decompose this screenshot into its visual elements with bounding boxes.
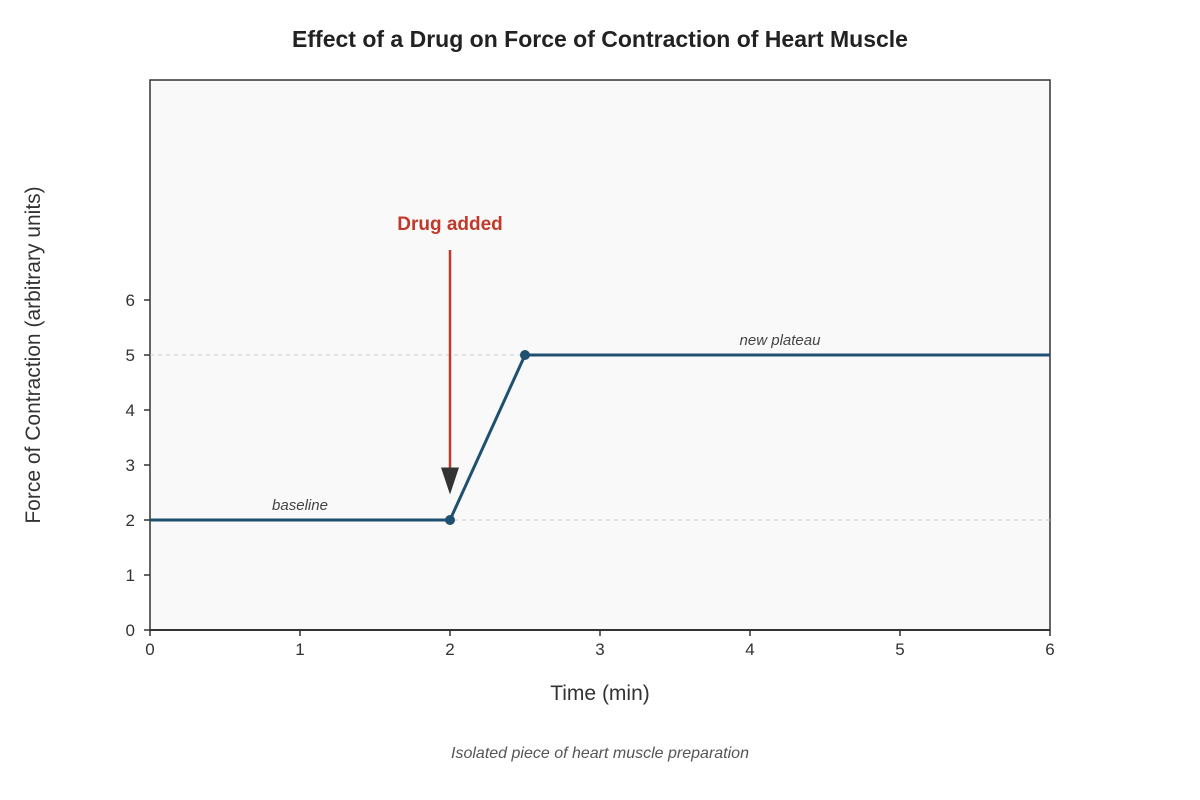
chart-title: Effect of a Drug on Force of Contraction…	[292, 26, 908, 52]
x-tick-label: 3	[595, 640, 604, 659]
series-layer	[150, 350, 1050, 525]
drug-added-label: Drug added	[397, 214, 503, 235]
y-axis-title: Force of Contraction (arbitrary units)	[22, 186, 45, 523]
x-tick-label: 2	[445, 640, 454, 659]
y-tick-label: 0	[126, 621, 135, 640]
x-tick-label: 6	[1045, 640, 1054, 659]
x-tick-label: 1	[295, 640, 304, 659]
y-tick-label: 1	[126, 566, 135, 585]
axis-ticks: 0 1 2 3 4 5 6 0 1 2 3 4 5 6	[126, 291, 1055, 659]
x-axis-title: Time (min)	[550, 682, 650, 705]
series-line	[150, 353, 1050, 522]
data-point	[520, 350, 530, 360]
y-tick-label: 3	[126, 456, 135, 475]
x-tick-label: 0	[145, 640, 154, 659]
x-tick-label: 4	[745, 640, 754, 659]
drug-event-layer: Drug added	[397, 214, 503, 495]
annotation-label: baseline	[272, 497, 328, 514]
annotation-layer: baseline new plateau	[272, 332, 821, 514]
x-tick-label: 5	[895, 640, 904, 659]
drug-arrow-head	[441, 467, 459, 495]
y-tick-label: 4	[126, 401, 135, 420]
y-tick-label: 6	[126, 291, 135, 310]
annotation-label: new plateau	[740, 332, 822, 349]
chart-caption: Isolated piece of heart muscle preparati…	[451, 745, 749, 762]
data-point	[445, 515, 455, 525]
y-tick-label: 5	[126, 346, 135, 365]
y-tick-label: 2	[126, 511, 135, 530]
